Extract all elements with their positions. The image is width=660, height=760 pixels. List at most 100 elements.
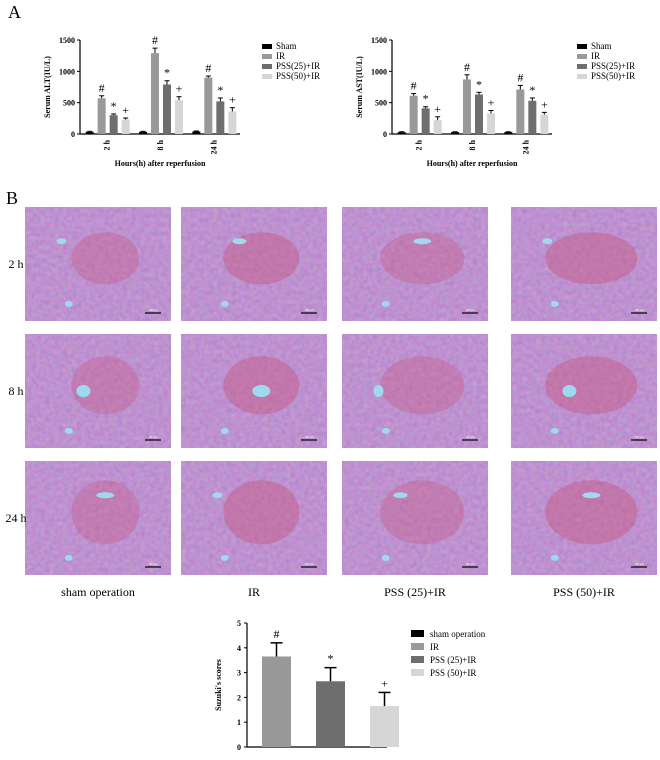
histology-image: 100 μm [342,207,488,321]
ast-y-tick-label: 500 [375,99,387,108]
ast-bar [540,114,549,134]
alt-significance-marker: + [122,103,129,117]
alt-x-tick-label: 2 h [103,139,112,150]
alt-significance-marker: # [99,81,105,95]
alt-chart: 0 500 1000 1500 # * +2 h # * +8 h # * +24 h Serum ALT… [43,33,320,168]
scale-bar-label: 100 μm [465,308,475,312]
alt-significance-marker: * [164,66,170,80]
alt-bar [139,131,147,134]
alt-significance-marker: + [229,93,236,107]
alt-y-tick-label: 1000 [59,67,75,76]
scale-bar-label: 100 μm [634,562,644,566]
alt-x-axis-title: Hours(h) after reperfusion [115,159,206,168]
suzuki-legend-label: IR [430,642,439,652]
ast-x-tick-label: 8 h [468,139,477,150]
ast-bar [528,100,537,134]
alt-legend-label: PSS(50)+IR [276,71,320,81]
alt-legend-swatch [262,64,272,69]
scale-bar-label: 100 μm [465,562,475,566]
ast-significance-marker: # [517,70,523,84]
alt-bar [85,131,94,134]
alt-significance-marker: # [152,33,158,47]
alt-y-axis-title: Serum ALT(IU/L) [43,56,52,118]
histology-column-label: PSS (25)+IR [384,585,446,599]
ast-legend-swatch [577,74,587,79]
ast-significance-marker: + [488,96,495,110]
panel-b-label: B [6,188,18,208]
alt-bar [121,119,130,134]
alt-legend-label: PSS(25)+IR [276,61,320,71]
histology-column-label: PSS (50)+IR [553,585,615,599]
histology-row-label: 2 h [9,257,24,271]
suzuki-significance-marker: * [328,652,334,666]
suzuki-chart: 0 1 2 3 4 5 # * + Suzuki's scores sham operation IR… [214,619,486,752]
ast-significance-marker: * [423,92,429,106]
alt-legend-swatch [262,74,272,79]
scale-bar-label: 100 μm [304,562,314,566]
alt-bar [97,98,106,134]
histology-image: 100 μm [511,461,657,575]
alt-y-tick-label: 0 [71,130,75,139]
suzuki-y-tick-label: 2 [237,693,241,702]
histology-image: 100 μm [25,207,171,321]
alt-significance-marker: # [205,61,211,75]
suzuki-y-tick-label: 4 [237,644,241,653]
alt-y-tick-label: 1500 [59,36,75,45]
scale-bar-label: 100 μm [465,435,475,439]
suzuki-y-tick-label: 0 [237,743,241,752]
ast-bar [475,94,483,134]
ast-significance-marker: + [541,97,548,111]
ast-y-tick-label: 1500 [371,36,387,45]
histology-image: 100 μm [181,461,327,575]
alt-bar [109,115,118,134]
alt-legend-label: Sham [276,41,297,51]
alt-significance-marker: * [217,83,223,97]
ast-significance-marker: * [476,77,482,91]
suzuki-y-tick-label: 5 [237,619,241,628]
ast-bar [516,89,525,134]
ast-significance-marker: * [529,83,535,97]
ast-y-axis-title: Serum AST(IU/L) [355,56,364,118]
suzuki-legend-swatch [411,643,424,650]
alt-bar [204,77,213,134]
suzuki-legend-label: sham operation [430,629,486,639]
ast-chart: 0 500 1000 1500 # * +2 h # * +8 h # * +24 h Serum AST… [355,36,635,168]
ast-legend-swatch [577,44,587,49]
ast-significance-marker: # [411,79,417,93]
histology-column-label: sham operation [61,585,135,599]
histology-column-label: IR [248,585,260,599]
scale-bar-label: 100 μm [148,435,158,439]
ast-bar [463,79,471,134]
alt-legend-swatch [262,54,272,59]
ast-legend-swatch [577,64,587,69]
histology-row-label: 8 h [9,384,24,398]
ast-legend-label: PSS(50)+IR [591,71,635,81]
ast-x-tick-label: 2 h [415,139,424,150]
alt-legend-swatch [262,44,272,49]
histology-image: 100 μm [181,334,327,448]
scale-bar-label: 100 μm [304,435,314,439]
ast-bar [397,132,406,134]
suzuki-bar [370,706,399,747]
histology-image: 100 μm [181,207,327,321]
ast-legend-label: PSS(25)+IR [591,61,635,71]
suzuki-bar [262,656,291,747]
ast-bar [421,108,430,134]
alt-bar [175,100,183,134]
ast-legend-label: Sham [591,41,612,51]
ast-bar [504,132,513,134]
histology-image: 100 μm [25,334,171,448]
suzuki-y-axis-title: Suzuki's scores [214,659,223,711]
histology-image: 100 μm [25,461,171,575]
histology-row-label: 24 h [6,511,27,525]
suzuki-y-tick-label: 1 [237,718,241,727]
histology-image: 100 μm [342,334,488,448]
ast-bar [487,113,495,134]
suzuki-legend-swatch [411,630,424,637]
ast-legend-swatch [577,54,587,59]
suzuki-legend-swatch [411,669,424,676]
scale-bar-label: 100 μm [148,308,158,312]
suzuki-legend-label: PSS (50)+IR [430,668,476,678]
alt-significance-marker: * [111,99,117,113]
